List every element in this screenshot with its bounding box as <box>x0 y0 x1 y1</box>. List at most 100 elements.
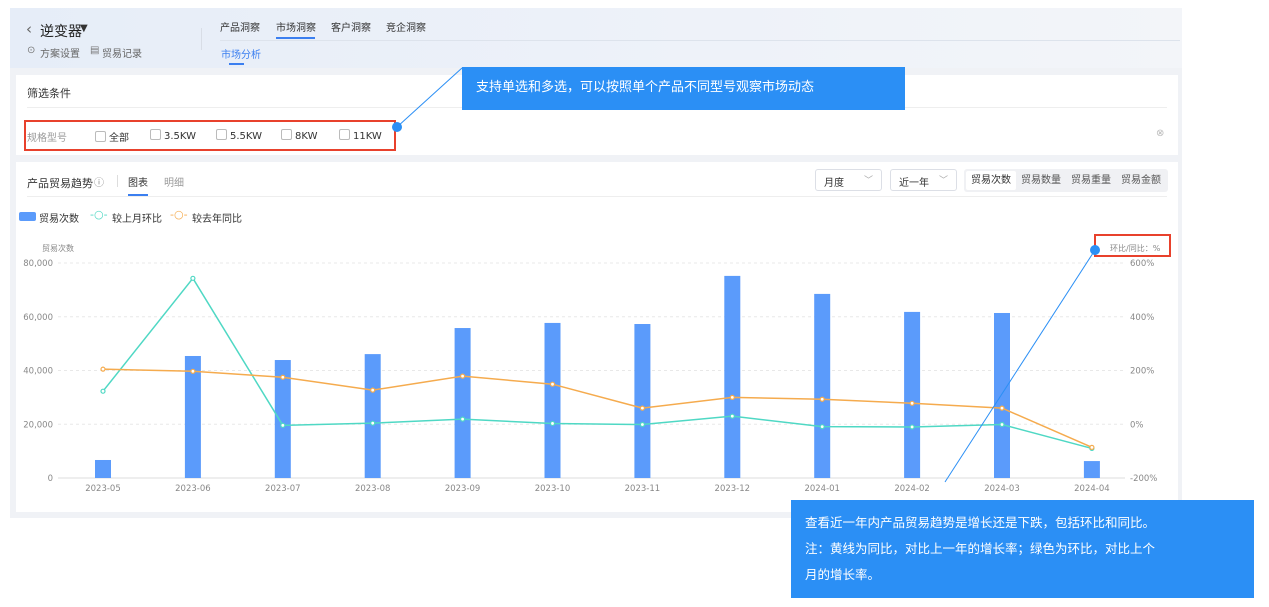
y-tick-left: 20,000 <box>23 420 53 430</box>
trend-divider <box>27 196 1167 197</box>
tab-market[interactable]: 市场洞察 <box>276 23 316 34</box>
bar <box>814 293 831 478</box>
annotation-line: 注：黄线为同比，对比上一年的增长率；绿色为环比，对比上个 <box>805 541 1156 556</box>
x-tick: 2023-11 <box>625 484 661 494</box>
tab-customer[interactable]: 客户洞察 <box>331 23 371 34</box>
data-point <box>819 396 825 402</box>
checkbox-5-5kw[interactable]: 5.5KW <box>216 129 262 142</box>
y-tick-left: 60,000 <box>23 313 53 323</box>
tab-competitor[interactable]: 竞企洞察 <box>386 23 426 34</box>
tab-chart[interactable]: 图表 <box>128 178 148 189</box>
x-tick: 2023-06 <box>175 484 211 494</box>
data-point <box>1089 444 1095 450</box>
divider <box>201 28 202 50</box>
metric-trade-amount[interactable]: 贸易金额 <box>1121 175 1161 186</box>
link-plan-settings[interactable]: 方案设置 <box>40 49 80 60</box>
settings-icon: ⊙ <box>27 45 36 56</box>
data-point <box>460 373 466 379</box>
range-select[interactable]: 近一年 ﹀ <box>890 169 957 191</box>
bar <box>1083 461 1100 478</box>
bar <box>634 324 651 478</box>
data-point <box>370 387 376 393</box>
filter-title: 筛选条件 <box>27 87 71 100</box>
checkbox-3-5kw[interactable]: 3.5KW <box>150 129 196 142</box>
tab-chart-indicator <box>128 194 148 196</box>
legend-yoy[interactable]: 较去年同比 <box>192 214 242 225</box>
period-select[interactable]: 月度 ﹀ <box>815 169 882 191</box>
data-point <box>999 405 1005 411</box>
data-point <box>100 366 106 372</box>
metric-trade-weight[interactable]: 贸易重量 <box>1071 175 1111 186</box>
highlight-filter <box>24 120 396 151</box>
data-point <box>909 424 915 430</box>
data-point <box>549 420 556 427</box>
legend-mom[interactable]: 较上月环比 <box>112 214 162 225</box>
back-icon[interactable]: ‹ <box>26 20 32 38</box>
link-trade-records[interactable]: 贸易记录 <box>102 49 142 60</box>
bar <box>994 312 1010 478</box>
x-tick: 2023-10 <box>535 484 571 494</box>
data-point <box>729 413 735 419</box>
data-point <box>280 422 286 428</box>
x-tick: 2024-03 <box>984 484 1020 494</box>
x-tick: 2024-02 <box>894 484 930 494</box>
y-tick-left: 40,000 <box>23 367 53 377</box>
y-tick-right: 400% <box>1130 313 1154 323</box>
x-tick: 2024-04 <box>1074 484 1110 494</box>
info-icon[interactable]: ⓘ <box>94 178 104 189</box>
checkbox-11kw[interactable]: 11KW <box>339 129 382 142</box>
bar <box>544 322 561 478</box>
header <box>10 8 1182 68</box>
annotation-connector <box>944 249 1096 483</box>
x-tick: 2023-07 <box>265 484 301 494</box>
y-axis-left-label: 贸易次数 <box>42 244 74 253</box>
annotation-line: 查看近一年内产品贸易趋势是增长还是下跌，包括环比和同比。 <box>805 515 1156 530</box>
legend-trade-count[interactable]: 贸易次数 <box>39 214 79 225</box>
bar <box>95 459 111 478</box>
trend-title: 产品贸易趋势 <box>27 177 93 190</box>
tab-product[interactable]: 产品洞察 <box>220 23 260 34</box>
data-point <box>639 421 646 428</box>
bar <box>454 328 471 478</box>
chevron-down-icon: ﹀ <box>863 176 873 186</box>
y-tick-left: 80,000 <box>23 259 53 269</box>
tab-detail[interactable]: 明细 <box>164 178 184 189</box>
legend-yoy-swatch: -○- <box>170 208 188 221</box>
y-tick-right: 0% <box>1130 420 1144 430</box>
data-point <box>280 374 286 380</box>
data-point <box>909 400 915 406</box>
caret-down-icon[interactable]: ▼ <box>80 23 88 34</box>
annotation-trend: 查看近一年内产品贸易趋势是增长还是下跌，包括环比和同比。 注：黄线为同比，对比上… <box>791 500 1254 598</box>
subtab-market-analysis[interactable]: 市场分析 <box>221 50 261 61</box>
checkbox-all[interactable]: 全部 <box>95 129 129 144</box>
line-yoy <box>102 368 1093 449</box>
product-title[interactable]: 逆变器 <box>40 24 82 40</box>
data-point <box>639 405 646 411</box>
legend-mom-swatch: -○- <box>90 208 108 221</box>
spec-label: 规格型号 <box>27 133 67 144</box>
tab-divider <box>220 40 1180 41</box>
checkbox-8kw[interactable]: 8KW <box>281 129 317 142</box>
metric-trade-count[interactable]: 贸易次数 <box>966 171 1016 190</box>
subtab-indicator <box>229 63 244 65</box>
clear-icon[interactable]: ⊗ <box>1156 128 1165 139</box>
metric-segmented-control: 贸易次数 贸易数量 贸易重量 贸易金额 <box>964 169 1168 192</box>
y-tick-right: 200% <box>1130 367 1154 377</box>
bar <box>904 311 921 478</box>
data-point <box>100 388 106 394</box>
annotation-filter: 支持单选和多选，可以按照单个产品不同型号观察市场动态 <box>462 67 905 110</box>
record-icon: ▤ <box>90 45 100 56</box>
x-tick: 2023-12 <box>715 484 751 494</box>
tab-active-indicator <box>276 37 315 39</box>
data-point <box>460 416 466 422</box>
data-point <box>549 381 556 387</box>
metric-trade-quantity[interactable]: 贸易数量 <box>1021 175 1061 186</box>
chevron-down-icon: ﹀ <box>938 176 948 186</box>
legend-bar-swatch <box>19 212 36 221</box>
y-tick-right: 600% <box>1130 259 1154 269</box>
data-point <box>819 424 825 430</box>
bar <box>184 355 201 478</box>
y-tick-left: 0 <box>48 474 53 484</box>
